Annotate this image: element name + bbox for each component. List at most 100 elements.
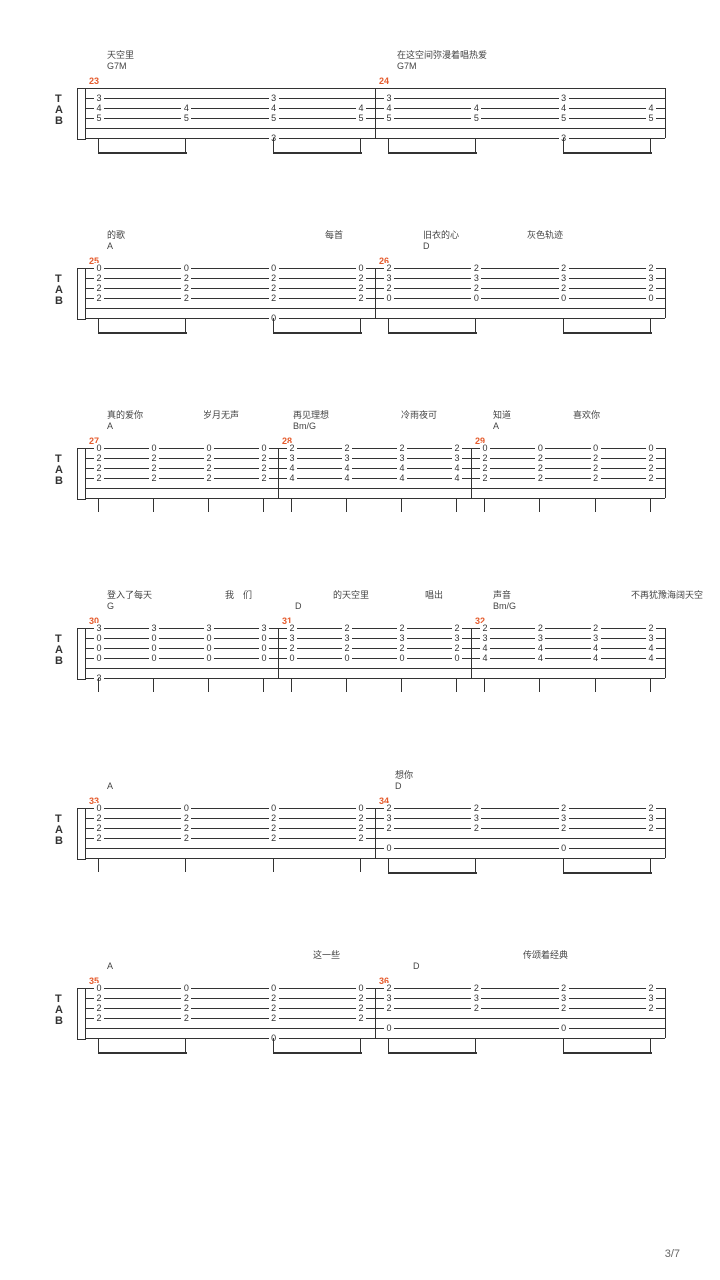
fret-number: 3 xyxy=(646,273,656,283)
fret-number: 3 xyxy=(384,993,394,1003)
fret-number: 3 xyxy=(397,453,407,463)
fret-number: 0 xyxy=(535,443,545,453)
fret-number: 4 xyxy=(559,103,569,113)
fret-number: 2 xyxy=(384,1003,394,1013)
fret-number: 0 xyxy=(94,643,104,653)
tab-clef: TAB xyxy=(55,814,62,847)
fret-number: 5 xyxy=(384,113,394,123)
fret-number: 0 xyxy=(94,803,104,813)
fret-number: 4 xyxy=(646,103,656,113)
fret-number: 3 xyxy=(452,453,462,463)
fret-number: 2 xyxy=(356,1003,366,1013)
fret-number: 3 xyxy=(384,813,394,823)
fret-number: 2 xyxy=(269,293,279,303)
fret-number: 2 xyxy=(646,463,656,473)
fret-number: 4 xyxy=(535,653,545,663)
fret-number: 2 xyxy=(356,823,366,833)
fret-number: 2 xyxy=(94,283,104,293)
annotation: 每首 xyxy=(325,230,343,241)
fret-number: 0 xyxy=(259,643,269,653)
tab-clef: TAB xyxy=(55,454,62,487)
tab-clef: TAB xyxy=(55,634,62,667)
fret-number: 0 xyxy=(471,293,481,303)
fret-number: 0 xyxy=(181,983,191,993)
fret-number: 2 xyxy=(94,1003,104,1013)
fret-number: 2 xyxy=(181,823,191,833)
fret-number: 2 xyxy=(471,983,481,993)
fret-number: 4 xyxy=(342,473,352,483)
fret-number: 2 xyxy=(259,463,269,473)
annotation: 在这空间弥漫着唱热爱G7M xyxy=(397,50,487,72)
annotation: 传颂着经典 xyxy=(523,950,568,961)
fret-number: 2 xyxy=(181,293,191,303)
fret-number: 2 xyxy=(397,643,407,653)
fret-number: 2 xyxy=(287,623,297,633)
fret-number: 0 xyxy=(204,653,214,663)
fret-number: 0 xyxy=(94,633,104,643)
fret-number: 2 xyxy=(94,813,104,823)
fret-number: 2 xyxy=(646,623,656,633)
fret-number: 3 xyxy=(149,623,159,633)
fret-number: 2 xyxy=(356,293,366,303)
fret-number: 4 xyxy=(397,463,407,473)
fret-number: 3 xyxy=(94,623,104,633)
fret-number: 0 xyxy=(149,653,159,663)
fret-number: 2 xyxy=(356,833,366,843)
fret-number: 2 xyxy=(287,443,297,453)
fret-number: 3 xyxy=(559,813,569,823)
tab-system: A想你DTAB330222022202220222342320232232023… xyxy=(55,770,680,880)
fret-number: 2 xyxy=(452,623,462,633)
fret-number: 2 xyxy=(646,803,656,813)
fret-number: 4 xyxy=(269,103,279,113)
fret-number: 3 xyxy=(591,633,601,643)
fret-number: 2 xyxy=(269,833,279,843)
fret-number: 2 xyxy=(149,473,159,483)
fret-number: 2 xyxy=(480,453,490,463)
fret-number: 2 xyxy=(535,463,545,473)
fret-number: 3 xyxy=(535,633,545,643)
fret-number: 2 xyxy=(204,463,214,473)
annotation: D xyxy=(295,590,302,612)
tab-clef: TAB xyxy=(55,994,62,1027)
fret-number: 5 xyxy=(94,113,104,123)
fret-number: 4 xyxy=(342,463,352,473)
fret-number: 2 xyxy=(591,463,601,473)
fret-number: 2 xyxy=(269,993,279,1003)
fret-number: 2 xyxy=(384,263,394,273)
fret-number: 0 xyxy=(559,1023,569,1033)
tab-system: 登入了每天G我 们 D的天空里唱出声音Bm/G不再犹豫海阔天空TAB303000… xyxy=(55,590,680,700)
fret-number: 2 xyxy=(94,293,104,303)
fret-number: 4 xyxy=(181,103,191,113)
fret-number: 0 xyxy=(181,263,191,273)
fret-number: 2 xyxy=(559,283,569,293)
fret-number: 2 xyxy=(204,473,214,483)
fret-number: 3 xyxy=(646,633,656,643)
fret-number: 2 xyxy=(646,283,656,293)
fret-number: 0 xyxy=(259,653,269,663)
fret-number: 2 xyxy=(384,823,394,833)
annotation: 冷雨夜可 xyxy=(401,410,437,421)
fret-number: 3 xyxy=(287,453,297,463)
fret-number: 0 xyxy=(149,643,159,653)
page-number: 3/7 xyxy=(665,1248,680,1260)
fret-number: 3 xyxy=(646,993,656,1003)
fret-number: 2 xyxy=(646,473,656,483)
fret-number: 3 xyxy=(559,273,569,283)
fret-number: 2 xyxy=(94,833,104,843)
fret-number: 0 xyxy=(94,443,104,453)
annotation: 知道A xyxy=(493,410,511,432)
fret-number: 2 xyxy=(356,813,366,823)
annotation: 我 们 xyxy=(225,590,252,601)
annotation: 这一些 xyxy=(313,950,340,961)
fret-number: 2 xyxy=(269,273,279,283)
fret-number: 4 xyxy=(94,103,104,113)
annotation: 登入了每天G xyxy=(107,590,152,612)
fret-number: 0 xyxy=(204,443,214,453)
fret-number: 3 xyxy=(471,813,481,823)
fret-number: 2 xyxy=(356,273,366,283)
fret-number: 2 xyxy=(259,453,269,463)
tab-clef: TAB xyxy=(55,94,62,127)
fret-number: 3 xyxy=(471,993,481,1003)
fret-number: 5 xyxy=(646,113,656,123)
fret-number: 2 xyxy=(94,273,104,283)
